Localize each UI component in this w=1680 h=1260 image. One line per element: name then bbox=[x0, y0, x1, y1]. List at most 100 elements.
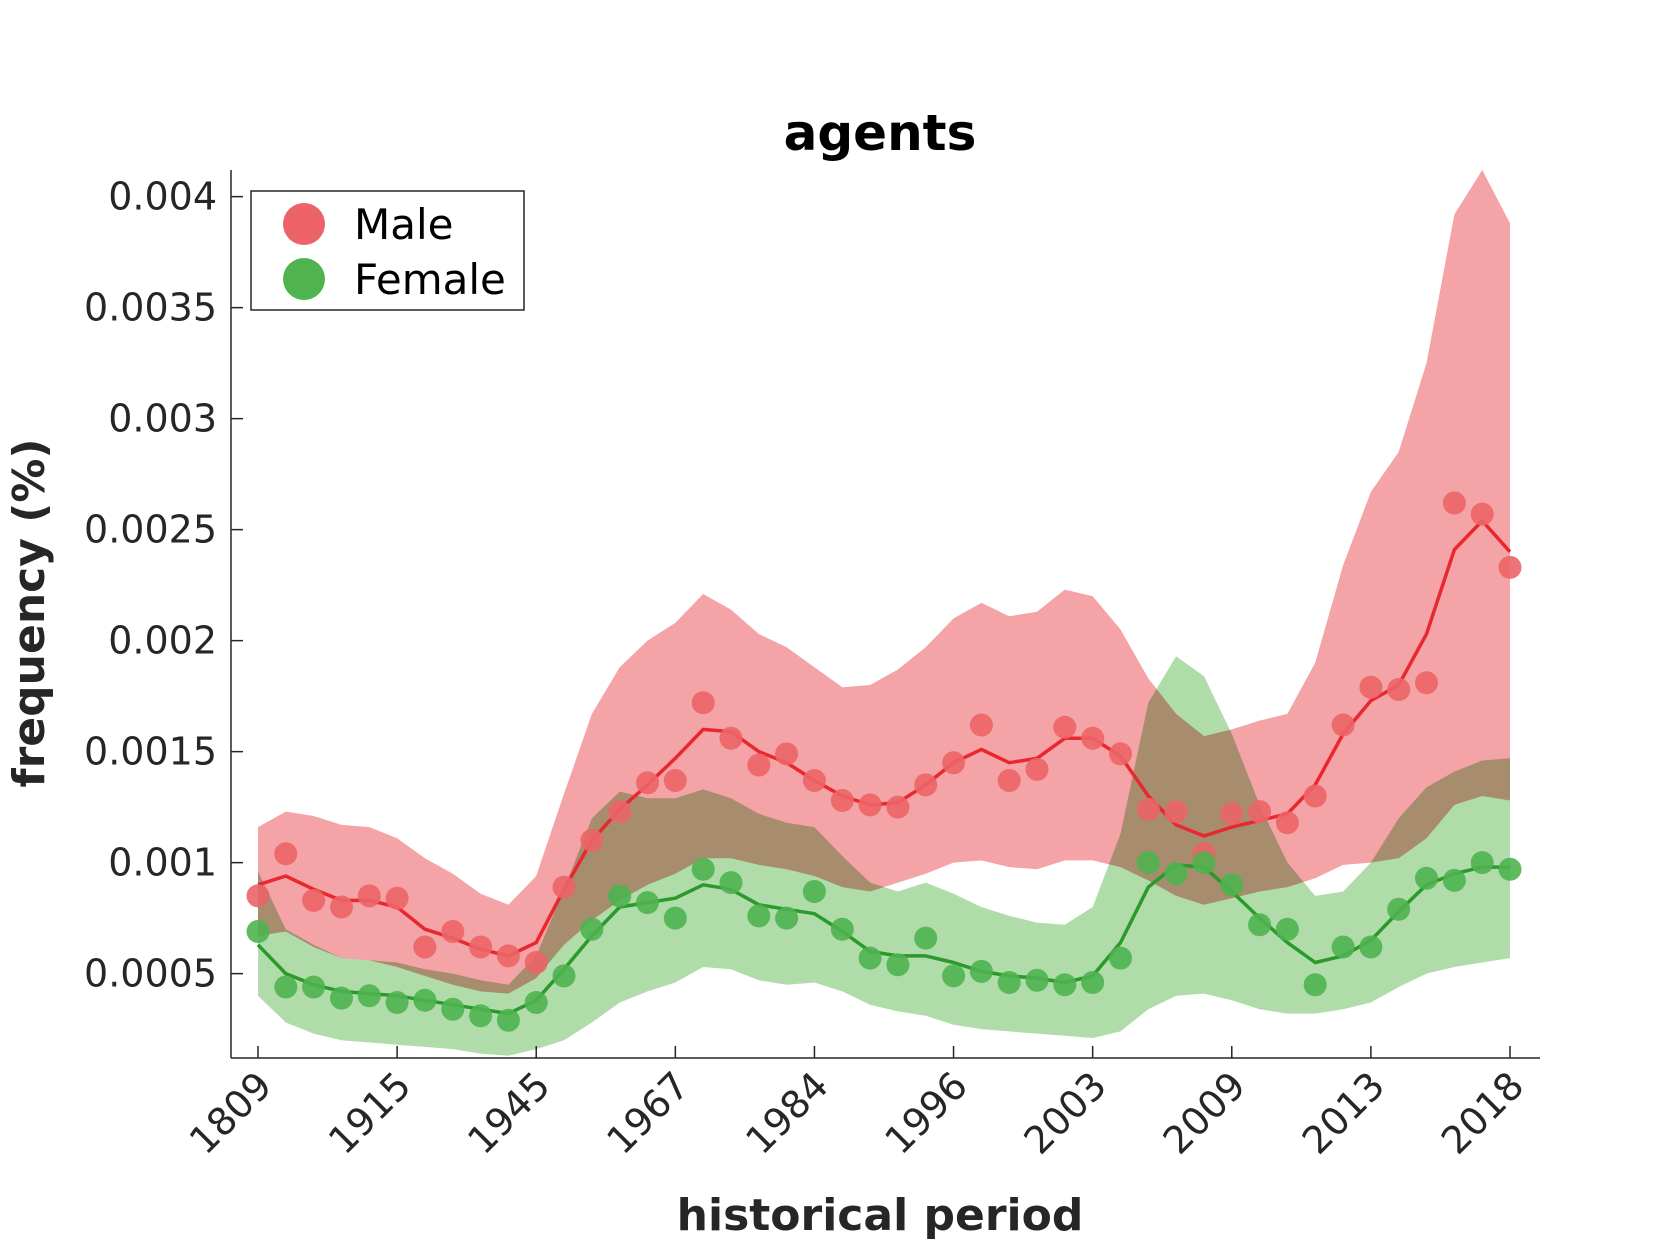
point-male bbox=[552, 875, 576, 899]
point-female bbox=[385, 991, 409, 1014]
point-female bbox=[608, 884, 632, 908]
point-male bbox=[274, 842, 298, 866]
point-female bbox=[691, 857, 715, 881]
point-male bbox=[1442, 491, 1466, 515]
legend: Male Female bbox=[250, 190, 525, 311]
point-male bbox=[1275, 811, 1299, 835]
point-male bbox=[524, 951, 548, 974]
point-male bbox=[496, 944, 520, 968]
point-female bbox=[830, 917, 854, 941]
y-axis-label: frequency (%) bbox=[4, 438, 55, 787]
point-female bbox=[524, 991, 548, 1014]
point-male bbox=[1303, 784, 1327, 808]
point-male bbox=[1387, 678, 1411, 701]
y-tick-labels: 0.0005 0.001 0.0015 0.002 0.0025 0.003 0.0035 0… bbox=[84, 175, 217, 996]
legend-label-male: Male bbox=[354, 200, 453, 249]
point-male bbox=[1220, 802, 1244, 826]
trend-lines bbox=[256, 519, 1512, 1016]
point-male bbox=[747, 753, 771, 777]
point-male bbox=[1248, 800, 1272, 824]
point-male bbox=[636, 771, 659, 795]
data-markers bbox=[246, 491, 1522, 1032]
point-male bbox=[719, 726, 743, 750]
point-female bbox=[997, 971, 1021, 994]
point-male bbox=[1109, 742, 1132, 766]
point-female bbox=[1359, 935, 1383, 959]
point-male bbox=[469, 935, 493, 959]
point-male bbox=[1415, 671, 1438, 695]
x-axis-label: historical period bbox=[677, 1190, 1084, 1241]
point-female bbox=[357, 984, 381, 1008]
point-male bbox=[413, 935, 437, 959]
point-female bbox=[1470, 851, 1494, 875]
point-female bbox=[274, 975, 298, 999]
y-tick-label: 0.001 bbox=[108, 841, 217, 885]
point-male bbox=[580, 828, 604, 852]
legend-label-female: Female bbox=[354, 255, 506, 304]
point-female bbox=[775, 906, 799, 930]
point-female bbox=[914, 926, 938, 950]
point-female bbox=[1442, 868, 1466, 892]
point-male bbox=[914, 773, 938, 797]
point-female bbox=[886, 953, 910, 977]
point-male bbox=[802, 769, 826, 792]
chart-title: agents bbox=[784, 104, 977, 162]
trend-line-male bbox=[257, 519, 1512, 958]
y-tick-label: 0.0005 bbox=[84, 952, 217, 996]
axes bbox=[230, 170, 1540, 1059]
point-female bbox=[302, 975, 326, 999]
y-tick-label: 0.0035 bbox=[84, 286, 217, 330]
point-male bbox=[1025, 757, 1049, 781]
y-tick-label: 0.0015 bbox=[84, 730, 217, 774]
point-male bbox=[357, 884, 381, 908]
point-male bbox=[775, 742, 799, 766]
point-female bbox=[441, 997, 465, 1021]
point-female bbox=[413, 988, 437, 1012]
point-female bbox=[1192, 851, 1216, 875]
point-female bbox=[1025, 968, 1049, 992]
point-female bbox=[1053, 973, 1077, 997]
point-female bbox=[246, 920, 270, 943]
point-male bbox=[830, 789, 854, 812]
point-male bbox=[1136, 797, 1160, 821]
point-female bbox=[1136, 851, 1160, 875]
confidence-bands bbox=[258, 170, 1510, 1056]
point-female bbox=[636, 891, 659, 915]
point-female bbox=[1303, 973, 1327, 997]
point-male bbox=[608, 800, 632, 824]
point-female bbox=[1387, 897, 1411, 921]
y-tick-label: 0.004 bbox=[108, 175, 217, 219]
point-male bbox=[663, 769, 687, 792]
point-female bbox=[469, 1004, 493, 1028]
point-male bbox=[1498, 555, 1522, 579]
point-female bbox=[1109, 946, 1132, 970]
point-female bbox=[1275, 917, 1299, 941]
point-female bbox=[942, 964, 966, 988]
y-tick-label: 0.002 bbox=[108, 619, 217, 663]
point-male bbox=[1053, 715, 1077, 739]
point-female bbox=[330, 986, 353, 1010]
point-female bbox=[1220, 873, 1244, 897]
point-male bbox=[441, 920, 465, 943]
point-female bbox=[858, 946, 882, 970]
point-male bbox=[1164, 800, 1188, 824]
point-female bbox=[552, 964, 576, 988]
y-tick-label: 0.003 bbox=[108, 397, 217, 441]
band-female bbox=[258, 656, 1510, 1056]
legend-marker-female bbox=[283, 258, 325, 300]
point-male bbox=[330, 895, 353, 919]
point-male bbox=[942, 751, 966, 775]
y-tick-label: 0.0025 bbox=[84, 508, 217, 552]
legend-marker-male bbox=[283, 203, 325, 245]
point-female bbox=[1415, 866, 1438, 890]
point-female bbox=[747, 904, 771, 928]
point-male bbox=[886, 795, 910, 819]
point-male bbox=[969, 713, 993, 737]
point-female bbox=[580, 917, 604, 941]
point-male bbox=[385, 886, 409, 910]
point-male bbox=[1470, 502, 1494, 526]
point-female bbox=[1498, 857, 1522, 881]
point-male bbox=[1359, 675, 1383, 699]
